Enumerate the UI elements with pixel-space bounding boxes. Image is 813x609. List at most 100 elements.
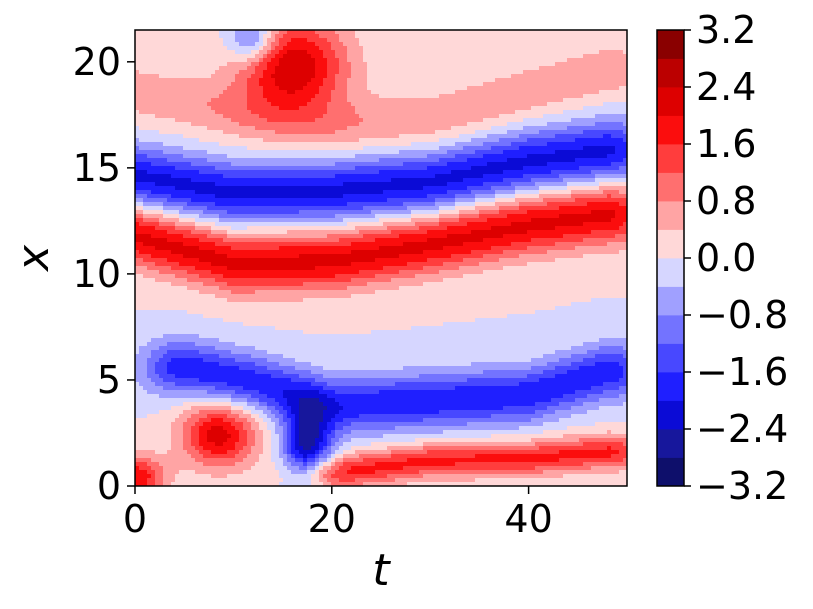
contour-cell (427, 50, 432, 55)
contour-cell (395, 90, 400, 95)
contour-cell (179, 106, 184, 111)
contour-cell (615, 130, 620, 135)
contour-cell (263, 110, 268, 115)
contour-cell (371, 62, 376, 67)
contour-cell (307, 62, 312, 67)
contour-cell (347, 46, 352, 51)
contour-cell (267, 102, 272, 107)
contour-cell (591, 130, 596, 135)
contour-cell (283, 146, 288, 151)
contour-cell (299, 34, 304, 39)
contour-cell (539, 170, 544, 175)
contour-cell (403, 170, 408, 175)
contour-cell (163, 146, 168, 151)
contour-cell (307, 46, 312, 51)
contour-cell (575, 130, 580, 135)
contour-cell (199, 158, 204, 163)
contour-cell (355, 190, 360, 195)
contour-cell (615, 78, 620, 83)
contour-cell (351, 154, 356, 159)
contour-cell (195, 70, 200, 75)
contour-cell (315, 42, 320, 47)
contour-cell (247, 46, 252, 51)
contour-cell (463, 114, 468, 119)
contour-cell (587, 30, 592, 35)
contour-cell (411, 158, 416, 163)
contour-cell (395, 106, 400, 111)
contour-cell (235, 126, 240, 131)
contour-cell (347, 102, 352, 107)
contour-cell (371, 122, 376, 127)
contour-cell (315, 46, 320, 51)
contour-cell (231, 158, 236, 163)
contour-cell (483, 78, 488, 83)
contour-cell (451, 90, 456, 95)
contour-cell (191, 150, 196, 155)
contour-cell (455, 182, 460, 187)
contour-cell (175, 166, 180, 171)
contour-cell (483, 90, 488, 95)
contour-cell (235, 114, 240, 119)
contour-cell (335, 30, 340, 35)
contour-cell (259, 166, 264, 171)
contour-cell (403, 186, 408, 191)
contour-cell (243, 170, 248, 175)
contour-cell (451, 86, 456, 91)
contour-cell (375, 58, 380, 63)
contour-cell (487, 94, 492, 99)
contour-cell (187, 150, 192, 155)
contour-cell (339, 90, 344, 95)
contour-cell (539, 34, 544, 39)
contour-cell (227, 162, 232, 167)
contour-cell (399, 146, 404, 151)
contour-cell (311, 142, 316, 147)
contour-cell (367, 122, 372, 127)
contour-cell (335, 46, 340, 51)
contour-cell (495, 50, 500, 55)
contour-cell (347, 50, 352, 55)
contour-cell (479, 122, 484, 127)
contour-cell (299, 150, 304, 155)
contour-cell (203, 126, 208, 131)
contour-cell (623, 186, 627, 191)
contour-cell (459, 114, 464, 119)
contour-cell (235, 138, 240, 143)
contour-cell (471, 166, 476, 171)
contour-cell (459, 34, 464, 39)
contour-cell (591, 114, 596, 119)
contour-cell (267, 134, 272, 139)
contour-cell (583, 142, 588, 147)
contour-cell (451, 118, 456, 123)
contour-cell (571, 102, 576, 107)
contour-cell (195, 174, 200, 179)
contour-cell (267, 170, 272, 175)
contour-cell (395, 166, 400, 171)
contour-cell (499, 134, 504, 139)
contour-cell (503, 102, 508, 107)
contour-cell (539, 90, 544, 95)
contour-cell (171, 78, 176, 83)
contour-cell (535, 86, 540, 91)
contour-cell (567, 102, 572, 107)
contour-cell (195, 150, 200, 155)
contour-cell (187, 134, 192, 139)
contour-cell (515, 74, 520, 79)
contour-cell (535, 114, 540, 119)
contour-cell (231, 166, 236, 171)
contour-cell (583, 106, 588, 111)
contour-cell (311, 150, 316, 155)
contour-cell (487, 58, 492, 63)
contour-cell (495, 102, 500, 107)
contour-cell (351, 130, 356, 135)
contour-cell (451, 74, 456, 79)
contour-cell (263, 102, 268, 107)
contour-cell (583, 186, 588, 191)
contour-cell (391, 74, 396, 79)
contour-cell (615, 34, 620, 39)
contour-cell (435, 62, 440, 67)
contour-cell (595, 162, 600, 167)
contour-cell (411, 134, 416, 139)
contour-cell (171, 154, 176, 159)
contour-cell (595, 62, 600, 67)
contour-cell (563, 30, 568, 35)
